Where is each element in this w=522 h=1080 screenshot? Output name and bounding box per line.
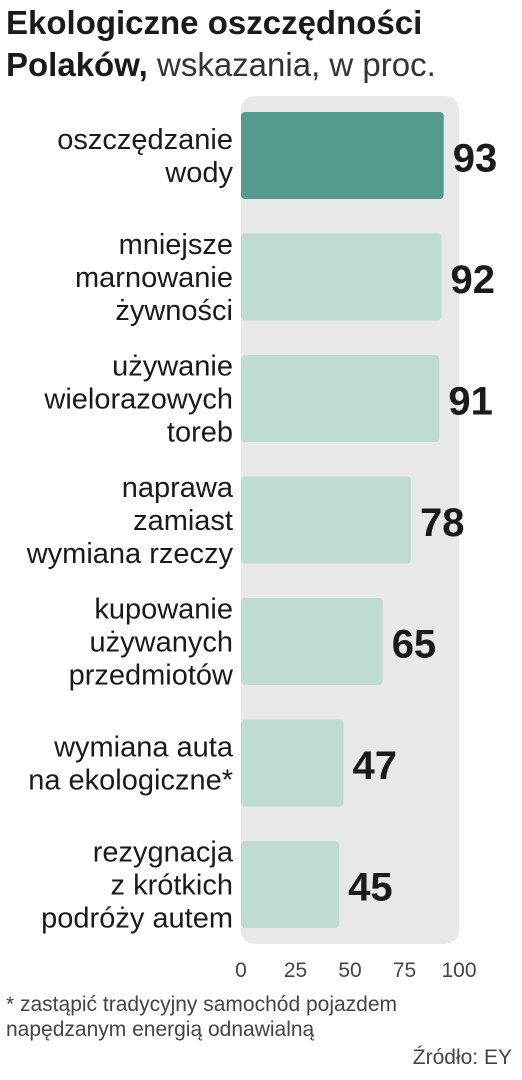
chart-subtitle: wskazania, w proc.: [157, 46, 436, 83]
category-label-3: naprawa zamiast wymiana rzeczy: [26, 472, 234, 570]
category-label-line: naprawa: [122, 472, 234, 504]
chart-title: Ekologiczne oszczędności Polaków, wskaza…: [6, 2, 516, 86]
x-tick-label-2: 50: [338, 959, 361, 982]
value-label-6: 45: [348, 866, 393, 910]
value-label-5: 47: [352, 744, 397, 788]
bar-3: [241, 476, 412, 564]
category-label-line: wody: [164, 157, 233, 189]
category-label-line: mniejsze: [119, 229, 233, 261]
category-label-line: przedmiotów: [69, 660, 234, 692]
category-label-line: używanie: [112, 351, 233, 383]
category-label-line: zamiast: [133, 505, 233, 537]
source-note: Źródło: EY: [412, 1046, 512, 1069]
value-label-3: 78: [420, 501, 465, 545]
bar-0: [241, 112, 444, 199]
category-label-line: wymiana rzeczy: [26, 538, 234, 570]
bar-1: [241, 233, 442, 321]
x-tick-label-1: 25: [284, 959, 307, 982]
category-label-2: używanie wielorazowych toreb: [43, 351, 233, 449]
x-tick-label-4: 100: [441, 959, 476, 982]
category-label-line: marnowanie: [75, 262, 233, 294]
category-label-5: wymiana auta na ekologiczne*: [28, 732, 234, 797]
bar-5: [241, 719, 344, 807]
category-label-0: oszczędzanie wody: [57, 124, 233, 189]
bar-2: [241, 355, 440, 442]
value-label-2: 91: [448, 380, 493, 424]
category-label-line: używanych: [90, 627, 233, 659]
category-label-line: oszczędzanie: [57, 124, 233, 156]
category-label-line: na ekologiczne*: [28, 765, 233, 797]
value-label-1: 92: [451, 258, 496, 302]
category-label-line: wymiana auta: [53, 732, 234, 764]
category-label-4: kupowanie używanych przedmiotów: [69, 594, 234, 692]
footnote: * zastąpić tradycyjny samochód pojazdem …: [6, 993, 398, 1041]
x-tick-label-0: 0: [235, 959, 247, 982]
bar-4: [241, 598, 383, 685]
x-tick-label-3: 75: [393, 959, 416, 982]
category-label-line: rezygnacja: [93, 837, 234, 869]
category-label-line: żywności: [115, 295, 233, 327]
category-label-line: kupowanie: [94, 594, 233, 626]
bar-6: [241, 841, 340, 928]
chart-title-main: Ekologiczne oszczędności Polaków,: [6, 4, 423, 83]
value-label-0: 93: [453, 137, 498, 181]
category-label-1: mniejsze marnowanie żywności: [75, 229, 233, 327]
category-label-line: z krótkich: [111, 870, 233, 902]
category-label-line: podróży autem: [41, 903, 233, 935]
bar-chart: 93 oszczędzanie wody 92 mniejsze marnowanie ży…: [26, 96, 498, 982]
category-label-line: wielorazowych: [43, 384, 233, 416]
category-label-line: toreb: [167, 417, 233, 449]
value-label-4: 65: [392, 623, 437, 667]
category-label-6: rezygnacja z krótkich podróży autem: [41, 837, 234, 935]
